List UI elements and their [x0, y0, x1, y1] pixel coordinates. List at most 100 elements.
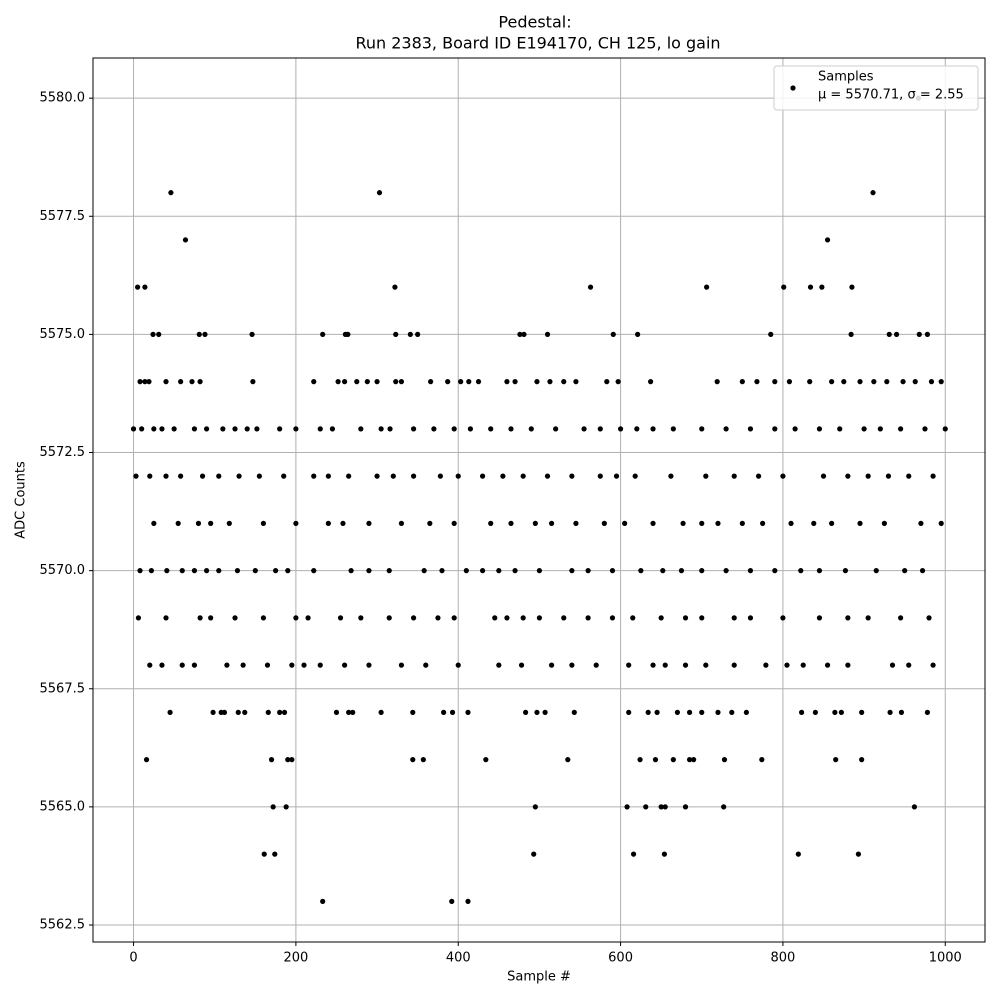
data-point	[786, 379, 793, 385]
data-point	[754, 379, 760, 385]
data-point	[660, 568, 666, 574]
x-tick-label: 800	[771, 951, 796, 966]
data-point	[638, 568, 644, 574]
data-point	[293, 520, 299, 526]
data-point	[569, 473, 575, 479]
data-point	[182, 237, 189, 243]
y-axis-label: ADC Counts	[14, 461, 29, 539]
data-point	[234, 568, 241, 574]
x-tick-label: 600	[608, 951, 633, 966]
data-point	[277, 709, 283, 715]
data-point	[289, 662, 295, 668]
data-point	[293, 426, 299, 432]
data-point	[270, 804, 276, 810]
data-point	[504, 615, 510, 621]
data-point	[216, 473, 222, 479]
data-point	[137, 379, 143, 385]
y-tick-label: 5565.0	[40, 799, 86, 814]
data-point	[265, 709, 271, 715]
grid: 0 200 400 600 800 1000 5562.5 5565.0 5567.5 5570.…	[40, 58, 985, 966]
data-point	[335, 379, 341, 385]
data-point	[760, 520, 766, 526]
data-point	[191, 662, 198, 668]
data-point	[849, 284, 855, 290]
data-point	[325, 473, 331, 479]
data-point	[156, 331, 162, 337]
data-point	[268, 757, 275, 763]
data-point	[885, 473, 892, 479]
data-point	[938, 520, 944, 526]
data-point	[637, 757, 643, 763]
data-point	[829, 520, 835, 526]
data-point	[731, 662, 737, 668]
data-point	[320, 331, 326, 337]
data-point	[531, 851, 537, 857]
data-point	[648, 379, 654, 385]
data-point	[861, 426, 867, 432]
data-point	[886, 331, 892, 337]
data-point	[780, 473, 786, 479]
data-point	[561, 379, 567, 385]
data-point	[800, 662, 806, 668]
data-point	[410, 615, 417, 621]
data-point	[171, 426, 177, 432]
data-point	[610, 331, 616, 337]
data-point	[410, 473, 417, 479]
data-point	[479, 568, 486, 574]
data-point	[311, 379, 317, 385]
data-point	[906, 662, 912, 668]
data-point	[337, 615, 344, 621]
data-point	[699, 520, 705, 526]
data-point	[260, 520, 267, 526]
data-point	[523, 709, 529, 715]
data-point	[622, 520, 628, 526]
data-point	[354, 379, 360, 385]
data-point	[911, 804, 918, 810]
data-point	[613, 473, 620, 479]
data-point	[634, 426, 640, 432]
data-point	[569, 662, 575, 668]
data-point	[889, 662, 896, 668]
data-point	[922, 426, 928, 432]
data-point	[721, 757, 728, 763]
data-point	[204, 568, 210, 574]
data-point	[437, 473, 443, 479]
data-point	[410, 426, 417, 432]
data-point	[518, 662, 525, 668]
data-point	[133, 473, 139, 479]
data-point	[585, 568, 591, 574]
chart-subtitle: Run 2383, Board ID E194170, CH 125, lo g…	[355, 34, 720, 53]
data-point	[508, 426, 514, 432]
data-point	[216, 568, 222, 574]
data-point	[739, 379, 745, 385]
data-point	[532, 804, 538, 810]
data-point	[838, 709, 844, 715]
data-point	[191, 568, 198, 574]
data-point	[488, 426, 494, 432]
data-point	[358, 615, 364, 621]
data-point	[398, 379, 405, 385]
data-point	[466, 379, 472, 385]
data-point	[819, 284, 825, 290]
data-point	[857, 520, 863, 526]
data-point	[242, 709, 248, 715]
data-point	[232, 615, 238, 621]
data-point	[893, 331, 900, 337]
data-point	[597, 473, 603, 479]
data-point	[573, 520, 579, 526]
data-point	[256, 473, 262, 479]
data-point	[824, 662, 831, 668]
data-point	[820, 473, 827, 479]
data-point	[285, 568, 291, 574]
data-point	[311, 568, 317, 574]
data-point	[597, 426, 603, 432]
data-point	[449, 898, 455, 904]
data-point	[918, 520, 924, 526]
data-point	[333, 709, 340, 715]
data-point	[483, 757, 489, 763]
data-point	[553, 426, 559, 432]
data-point	[520, 615, 526, 621]
data-point	[654, 709, 660, 715]
data-point	[747, 568, 754, 574]
